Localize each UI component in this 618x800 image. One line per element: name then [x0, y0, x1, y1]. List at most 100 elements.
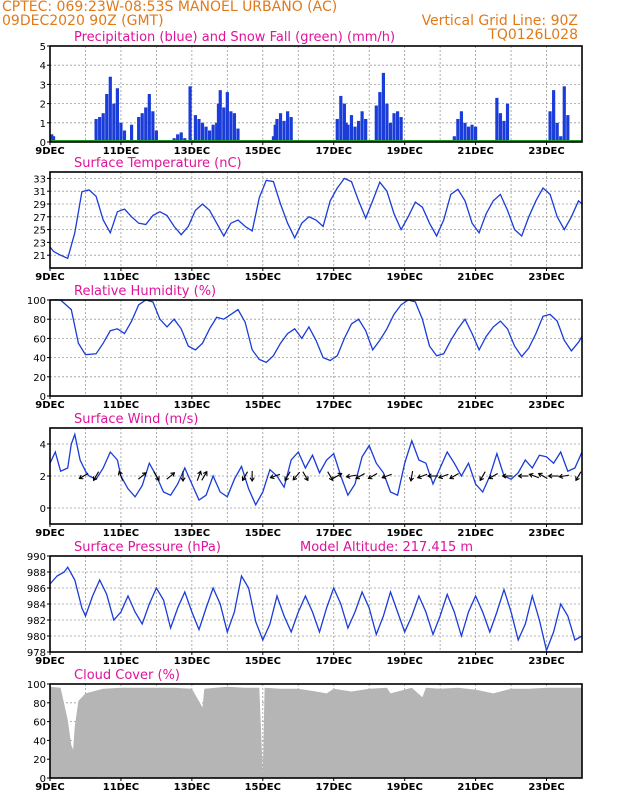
y-tick-label: 0 [40, 504, 46, 515]
precip-bar [555, 122, 559, 142]
wind-arrow-head [501, 473, 507, 479]
x-tick-label: 19DEC [386, 272, 422, 283]
x-tick-label: 19DEC [386, 400, 422, 411]
x-tick-label: 23DEC [528, 782, 564, 793]
panel-title: Relative Humidity (%) [74, 284, 216, 299]
precip-bar [495, 97, 499, 142]
wind-arrow [449, 473, 459, 479]
x-tick-label: 11DEC [103, 272, 139, 283]
precip-bar [505, 103, 510, 142]
panel-frame [49, 683, 583, 779]
wind-arrow-head [304, 476, 309, 482]
x-tick-label: 19DEC [386, 528, 422, 539]
precip-bar [229, 111, 233, 142]
precip-bar [236, 128, 240, 142]
x-tick-label: 17DEC [316, 400, 352, 411]
x-tick-label: 23DEC [528, 400, 564, 411]
wind-arrow-head [78, 474, 84, 480]
y-tick-label: 0 [40, 392, 46, 403]
x-tick-label: 15DEC [245, 528, 281, 539]
y-tick-label: 60 [33, 718, 46, 729]
x-tick-label: 13DEC [174, 272, 210, 283]
wind-arrow [196, 471, 202, 481]
precip-bar [273, 124, 277, 142]
x-tick-label: 23DEC [528, 656, 564, 667]
wind-arrow [302, 471, 309, 481]
wind-arrow-head [408, 477, 414, 482]
precip-bar [374, 105, 378, 142]
precip-bar [562, 86, 566, 142]
y-tick-label: 980 [27, 632, 46, 643]
y-tick-label: 978 [27, 648, 46, 659]
y-tick-label: 5 [40, 42, 46, 53]
y-tick-label: 20 [33, 755, 46, 766]
x-tick-label: 21DEC [457, 146, 493, 157]
wind-arrow [292, 471, 301, 481]
cloud-area [50, 686, 582, 778]
x-tick-label: 15DEC [245, 782, 281, 793]
wind-arrow-head [479, 476, 484, 482]
x-tick-label: 19DEC [386, 782, 422, 793]
y-tick-label: 21 [33, 251, 46, 262]
precip-bar [388, 122, 393, 142]
precip-bar [101, 113, 105, 142]
precip-bar [275, 118, 279, 142]
wind-arrow [93, 471, 100, 481]
wind-arrow [327, 471, 334, 481]
panel-wind [47, 427, 583, 527]
x-tick-label: 15DEC [245, 146, 281, 157]
panel-title: Surface Temperature (nC) [74, 156, 242, 171]
precip-bar [200, 122, 205, 142]
wind-arrow-head [337, 472, 343, 478]
wind-arrow [355, 473, 365, 479]
precip-bar [342, 103, 346, 142]
y-tick-label: 988 [27, 568, 46, 579]
wind-arrow-head [517, 473, 523, 479]
wind-arrow [417, 473, 428, 479]
wind-arrow [479, 471, 486, 481]
panel-title: Surface Pressure (hPa) [74, 540, 221, 555]
y-tick-label: 100 [27, 680, 46, 691]
panel-cloud [47, 683, 583, 781]
y-tick-label: 80 [33, 315, 46, 326]
y-tick-label: 4 [40, 440, 46, 451]
panel-frame [49, 45, 583, 143]
precip-bar [50, 134, 54, 142]
precip-bar [395, 111, 400, 142]
wind-arrow-head [488, 474, 494, 480]
wind-arrow-head [202, 470, 208, 476]
precip-bar [176, 134, 180, 142]
header-run-id: TQ0126L028 [488, 27, 578, 43]
panel-title: Surface Wind (m/s) [74, 412, 198, 427]
panel-precip [47, 45, 583, 145]
y-tick-label: 982 [27, 616, 46, 627]
wind-arrow [538, 473, 548, 479]
x-tick-label: 23DEC [528, 528, 564, 539]
precip-bar [208, 130, 212, 142]
x-tick-label: 15DEC [245, 272, 281, 283]
precip-bar [137, 117, 141, 142]
precip-bar [278, 113, 283, 142]
precip-bar [144, 107, 148, 142]
x-tick-label: 13DEC [174, 400, 210, 411]
precip-bar [218, 90, 222, 142]
x-tick-label: 23DEC [528, 146, 564, 157]
precip-bar [381, 72, 385, 142]
panel-temperature [47, 171, 583, 271]
panel-frame [49, 171, 583, 269]
x-tick-label: 15DEC [245, 400, 281, 411]
wind-arrow [575, 471, 582, 481]
precip-bar [339, 95, 343, 142]
y-tick-label: 984 [27, 600, 46, 611]
y-tick-label: 0 [40, 774, 46, 785]
precip-bar [140, 113, 144, 142]
precip-bar [108, 76, 112, 142]
wind-arrow-head [249, 477, 255, 483]
wind-arrow-head [269, 474, 275, 480]
wind-arrow [346, 474, 357, 478]
x-tick-label: 13DEC [174, 528, 210, 539]
wind-arrow [382, 473, 392, 479]
x-tick-label: 21DEC [457, 782, 493, 793]
y-tick-label: 60 [33, 334, 46, 345]
x-tick-label: 11DEC [103, 656, 139, 667]
